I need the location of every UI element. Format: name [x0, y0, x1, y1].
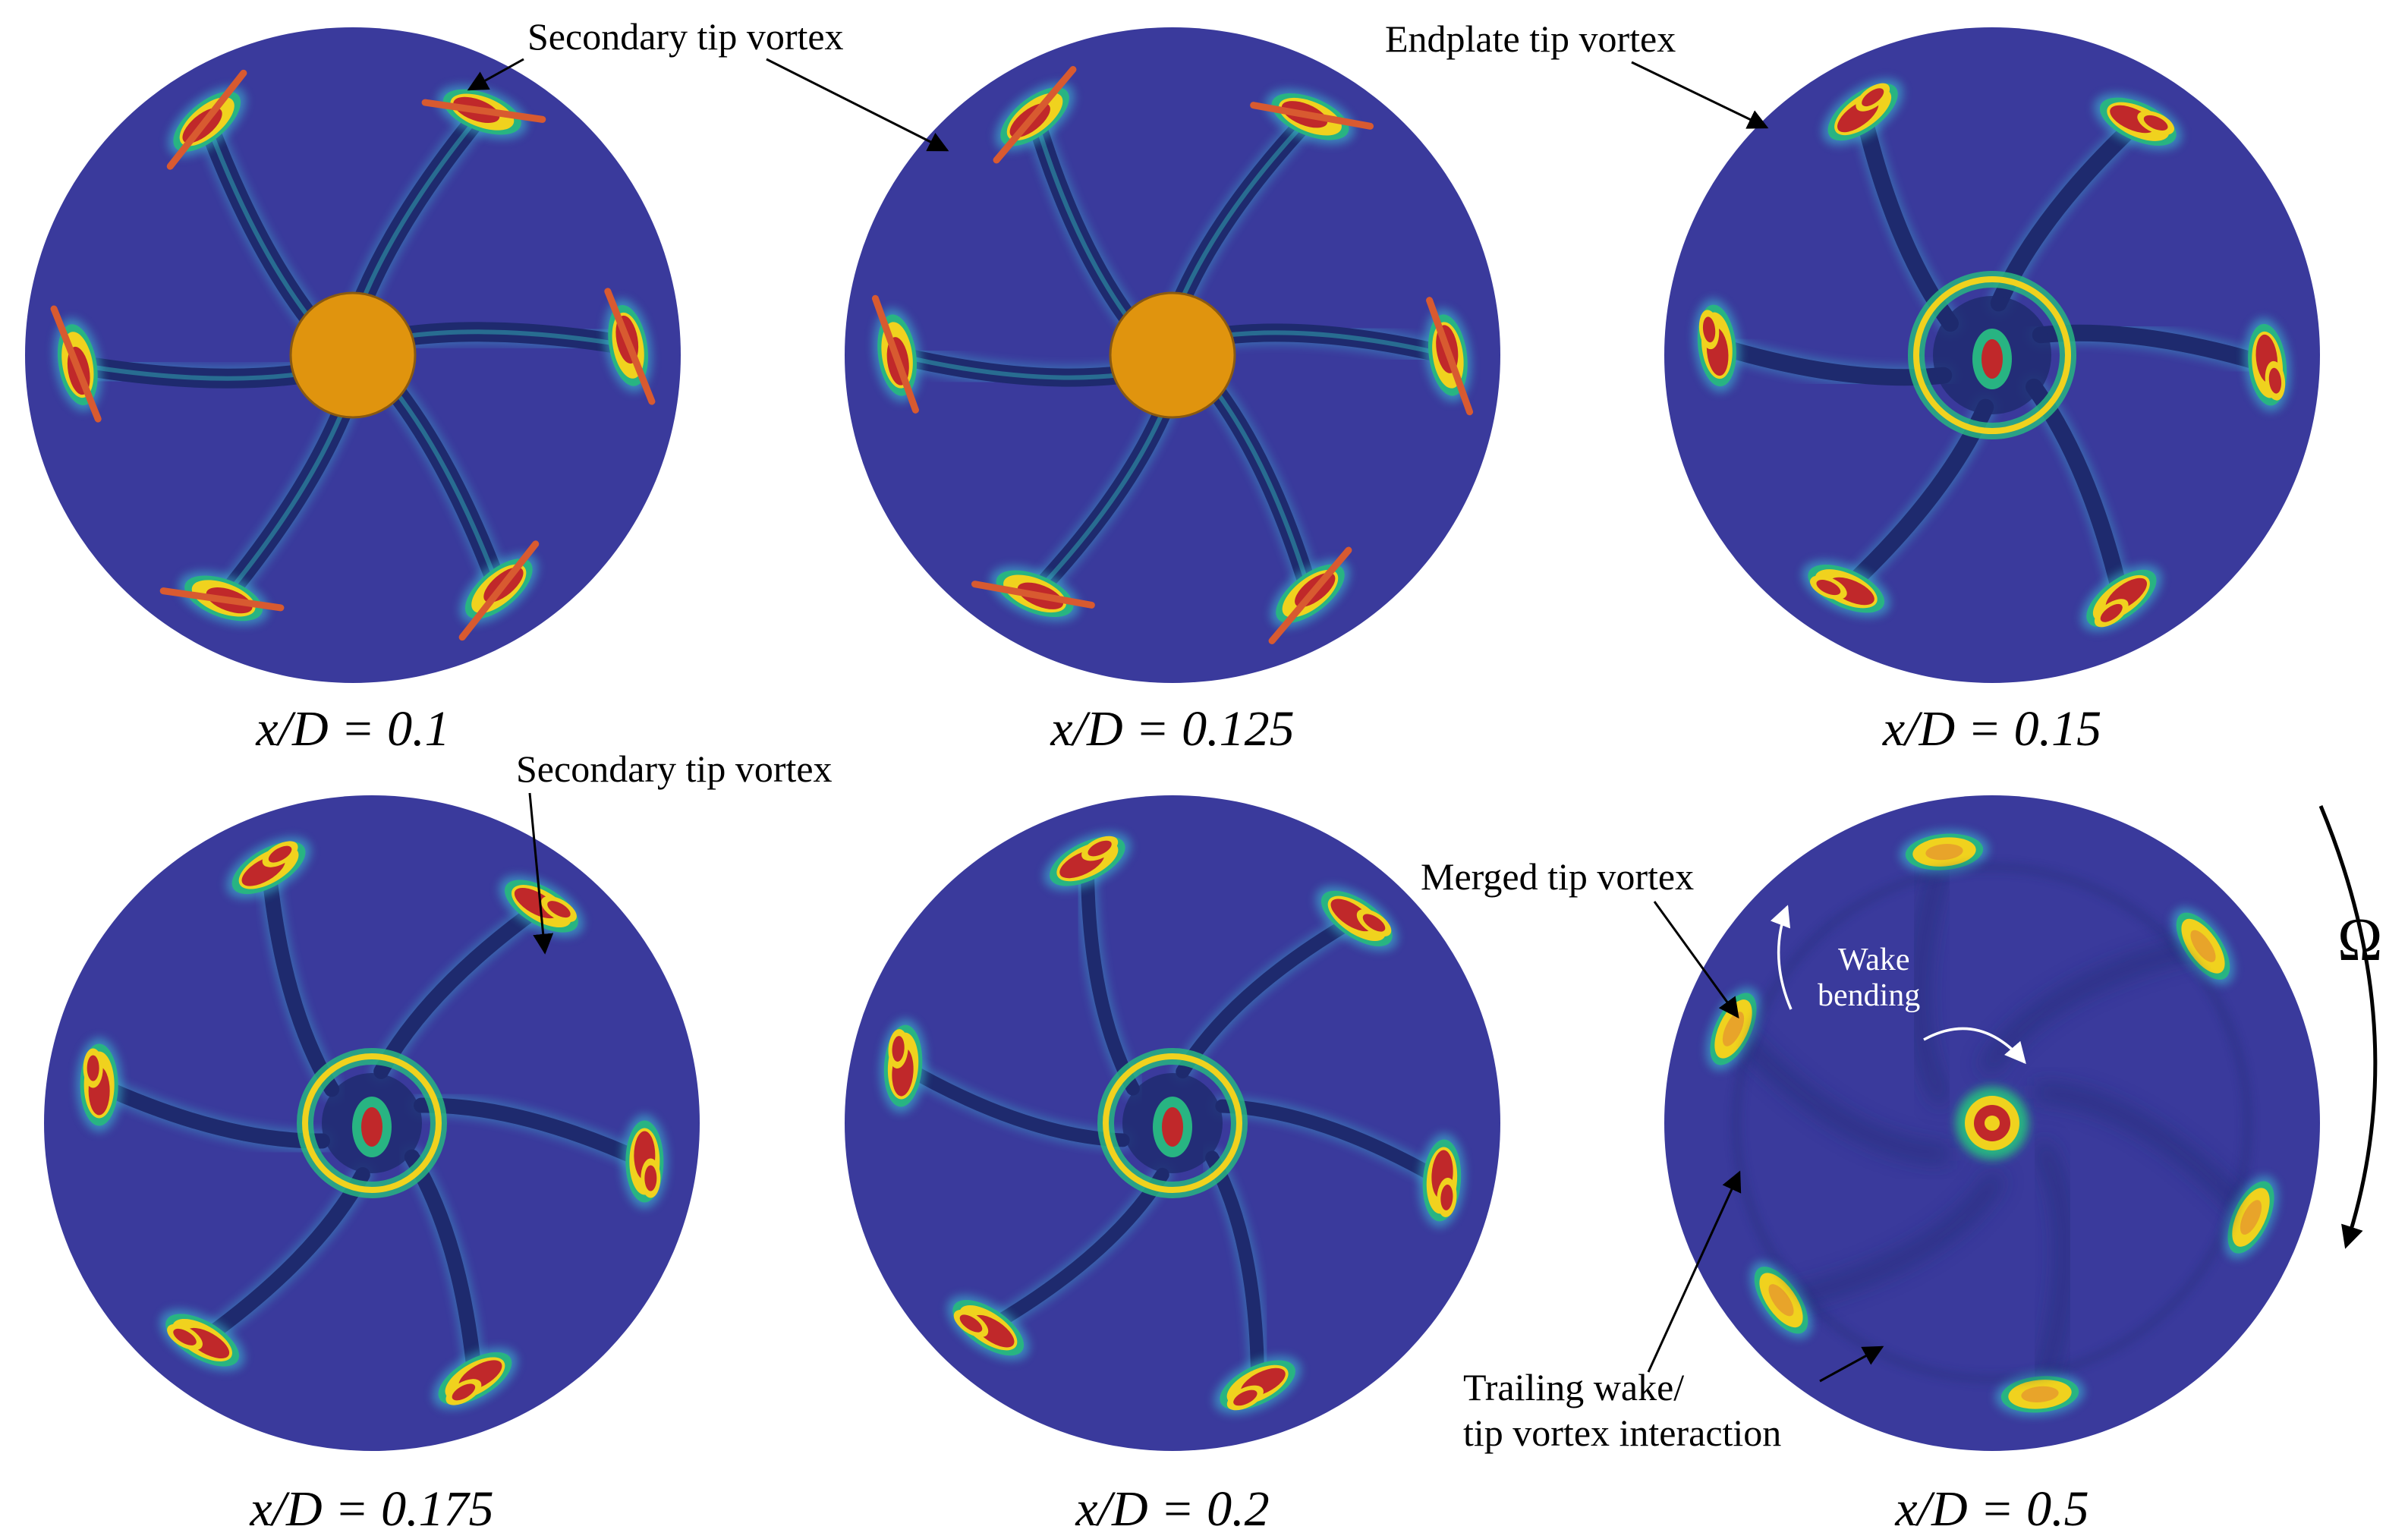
- wake-arm: [896, 1059, 1130, 1147]
- tip-vortex: [1995, 1372, 2085, 1417]
- wake-arm: [373, 899, 549, 1079]
- caption-xd-0-5: x/D = 0.5: [1894, 1481, 2089, 1537]
- tip-vortex: [166, 69, 247, 170]
- tip-vortex: [1250, 89, 1374, 144]
- annotation-endplate-tip-vortex: Endplate tip vortex: [1385, 17, 1769, 129]
- annotation-label: Endplate tip vortex: [1385, 17, 1676, 60]
- annotation-label: Trailing wake/: [1463, 1366, 1684, 1408]
- wake-arm: [1727, 1023, 1950, 1163]
- annotation-wake-bending: Wake bending: [1770, 905, 2026, 1065]
- tip-vortex: [1268, 546, 1352, 644]
- caption-xd-0-2: x/D = 0.2: [1075, 1481, 1269, 1537]
- wake-arm: [91, 1077, 330, 1149]
- omega-symbol: Ω: [2337, 907, 2382, 974]
- tip-vortex: [76, 1037, 122, 1132]
- tip-vortex: [1802, 560, 1890, 617]
- tip-vortex: [1213, 1355, 1302, 1415]
- wake-arm: [414, 1097, 653, 1169]
- tip-vortex: [2094, 93, 2183, 150]
- tip-vortex: [226, 837, 311, 899]
- annotation-label: bending: [1818, 978, 1920, 1013]
- wake-arm: [981, 1167, 1169, 1335]
- panel-xd-0-125: [845, 27, 1500, 683]
- caption-xd-0-15: x/D = 0.15: [1882, 701, 2101, 757]
- tip-vortex: [1418, 1133, 1465, 1228]
- tip-vortex: [2224, 1175, 2278, 1259]
- annotation-label: Merged tip vortex: [1421, 855, 1694, 898]
- tip-vortex: [604, 288, 656, 405]
- caption-xd-0-1: x/D = 0.1: [255, 701, 449, 757]
- tip-vortex: [458, 540, 540, 641]
- tip-vortex: [1424, 297, 1474, 416]
- wake-arm: [404, 1149, 483, 1386]
- panel-xd-0-5: [1664, 795, 2320, 1451]
- tip-vortex: [159, 571, 285, 625]
- tip-vortex: [2081, 565, 2162, 632]
- panel-xd-0-15: [1664, 27, 2320, 683]
- wake-arm: [194, 1167, 370, 1348]
- tip-vortex: [1900, 829, 1989, 874]
- hub: [1109, 291, 1236, 419]
- caption-xd-0-125: x/D = 0.125: [1050, 701, 1294, 757]
- tip-vortex: [2244, 317, 2291, 412]
- wake-arm: [1978, 938, 2205, 1076]
- panel-xd-0-2: [845, 795, 1500, 1451]
- tip-vortex: [993, 66, 1077, 164]
- tip-vortex: [1706, 987, 1761, 1071]
- annotation-label: Wake: [1838, 943, 1910, 977]
- wake-arm: [1911, 849, 1953, 1107]
- tip-vortex: [1315, 886, 1398, 951]
- tip-vortex: [1749, 1261, 1813, 1339]
- panel-xd-0-175: [44, 795, 700, 1451]
- wake-arm: [2032, 1139, 2073, 1397]
- tip-vortex: [622, 1114, 668, 1209]
- tip-vortex: [433, 1348, 518, 1409]
- caption-xd-0-175: x/D = 0.175: [249, 1481, 493, 1537]
- panel-xd-0-1: [25, 27, 681, 683]
- wake-arm: [261, 860, 340, 1097]
- tip-vortex: [159, 1309, 245, 1371]
- annotation-secondary-tip-vortex-bottom: Secondary tip vortex: [516, 747, 833, 955]
- tip-vortex: [50, 305, 102, 423]
- wake-arm: [1205, 1150, 1265, 1393]
- wake-arm: [1779, 1170, 2006, 1308]
- annotation-label: tip vortex interaction: [1463, 1412, 1781, 1454]
- tip-vortex: [421, 85, 546, 139]
- annotation-secondary-tip-vortex-top: Secondary tip vortex: [467, 15, 949, 152]
- wake-arm: [1176, 911, 1364, 1079]
- tip-vortex: [2171, 907, 2235, 985]
- tip-vortex: [947, 1295, 1030, 1361]
- wake-arm: [1215, 1099, 1449, 1188]
- tip-vortex: [1043, 832, 1132, 891]
- hub: [289, 291, 417, 419]
- tip-vortex: [1693, 298, 1740, 393]
- annotation-merged-tip-vortex: Merged tip vortex: [1421, 855, 1739, 1019]
- annotation-label: Secondary tip vortex: [527, 15, 844, 58]
- tip-vortex: [971, 566, 1095, 622]
- tip-vortex: [1822, 78, 1903, 146]
- rotation-direction-indicator: Ω: [2318, 805, 2382, 1249]
- wake-arm: [1080, 854, 1140, 1096]
- annotation-label: Secondary tip vortex: [516, 747, 833, 790]
- tip-vortex: [871, 294, 921, 414]
- tip-vortex: [880, 1018, 927, 1113]
- annotation-trailing-wake: Trailing wake/ tip vortex interaction: [1463, 1170, 1884, 1454]
- wake-arm: [2034, 1083, 2258, 1223]
